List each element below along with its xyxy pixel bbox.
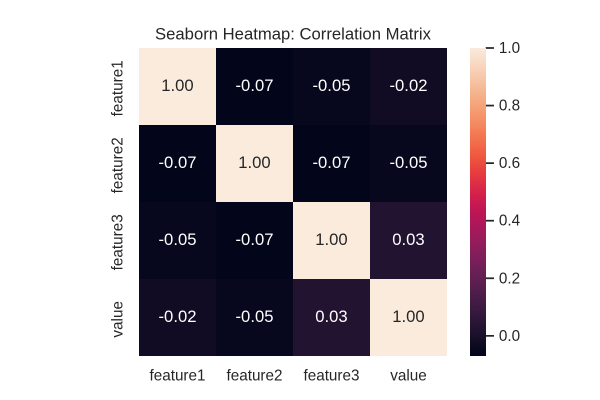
- svg-text:-0.05: -0.05: [313, 76, 351, 95]
- svg-text:1.00: 1.00: [392, 307, 424, 326]
- svg-text:0.6: 0.6: [499, 155, 520, 172]
- svg-text:-0.05: -0.05: [236, 307, 274, 326]
- svg-text:feature1: feature1: [110, 60, 127, 116]
- svg-text:value: value: [110, 301, 127, 338]
- svg-text:-0.02: -0.02: [159, 307, 197, 326]
- svg-text:feature2: feature2: [110, 137, 127, 193]
- svg-text:-0.07: -0.07: [159, 153, 197, 172]
- svg-text:0.03: 0.03: [392, 230, 424, 249]
- svg-text:-0.07: -0.07: [236, 76, 274, 95]
- svg-text:0.03: 0.03: [315, 307, 347, 326]
- svg-text:value: value: [390, 367, 427, 384]
- svg-text:0.2: 0.2: [499, 270, 520, 287]
- svg-text:0.4: 0.4: [499, 213, 521, 230]
- svg-text:feature3: feature3: [110, 214, 127, 270]
- svg-text:1.00: 1.00: [315, 230, 347, 249]
- svg-text:Seaborn Heatmap: Correlation M: Seaborn Heatmap: Correlation Matrix: [155, 25, 432, 44]
- svg-text:feature1: feature1: [149, 367, 205, 384]
- svg-text:-0.05: -0.05: [159, 230, 197, 249]
- svg-text:1.00: 1.00: [161, 76, 193, 95]
- svg-text:-0.05: -0.05: [390, 153, 428, 172]
- svg-text:feature2: feature2: [226, 367, 282, 384]
- svg-text:-0.07: -0.07: [236, 230, 274, 249]
- svg-text:0.8: 0.8: [499, 98, 520, 115]
- svg-text:-0.07: -0.07: [313, 153, 351, 172]
- svg-text:1.0: 1.0: [499, 40, 520, 57]
- svg-text:1.00: 1.00: [238, 153, 270, 172]
- svg-text:0.0: 0.0: [499, 328, 520, 345]
- svg-text:feature3: feature3: [303, 367, 359, 384]
- svg-text:-0.02: -0.02: [390, 76, 428, 95]
